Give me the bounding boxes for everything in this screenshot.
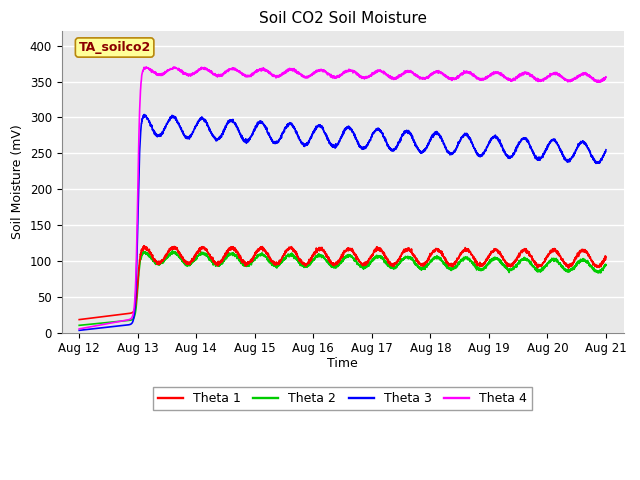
Theta 3 bbox=[602, 147, 610, 153]
Theta 2 bbox=[76, 323, 83, 328]
Theta 4 bbox=[172, 64, 179, 70]
Theta 1 bbox=[136, 262, 143, 267]
Line: Theta 2: Theta 2 bbox=[79, 251, 606, 325]
Y-axis label: Soil Moisture (mV): Soil Moisture (mV) bbox=[11, 125, 24, 240]
Theta 1 bbox=[140, 243, 148, 249]
Theta 3 bbox=[167, 115, 175, 120]
Theta 4 bbox=[278, 72, 285, 78]
Theta 2 bbox=[535, 267, 543, 273]
Theta 1 bbox=[592, 262, 600, 268]
Theta 4 bbox=[136, 120, 143, 125]
Theta 2 bbox=[136, 266, 143, 272]
Theta 3 bbox=[140, 112, 148, 118]
Text: TA_soilco2: TA_soilco2 bbox=[79, 41, 151, 54]
Theta 4 bbox=[535, 78, 543, 84]
Theta 4 bbox=[300, 74, 308, 80]
Theta 3 bbox=[136, 160, 143, 166]
Theta 3 bbox=[278, 135, 285, 141]
Theta 1 bbox=[602, 254, 610, 260]
Theta 4 bbox=[592, 77, 600, 83]
Theta 1 bbox=[300, 260, 308, 266]
Theta 3 bbox=[592, 160, 600, 166]
Theta 4 bbox=[166, 66, 174, 72]
Theta 4 bbox=[76, 326, 83, 332]
Theta 1 bbox=[76, 317, 83, 323]
Line: Theta 4: Theta 4 bbox=[79, 67, 606, 329]
Theta 2 bbox=[278, 259, 285, 265]
Theta 1 bbox=[278, 257, 285, 263]
Theta 2 bbox=[602, 262, 610, 268]
X-axis label: Time: Time bbox=[327, 357, 358, 370]
Theta 1 bbox=[535, 264, 543, 269]
Theta 2 bbox=[166, 251, 174, 256]
Theta 3 bbox=[535, 154, 543, 160]
Line: Theta 3: Theta 3 bbox=[79, 115, 606, 330]
Legend: Theta 1, Theta 2, Theta 3, Theta 4: Theta 1, Theta 2, Theta 3, Theta 4 bbox=[153, 387, 532, 410]
Theta 2 bbox=[300, 263, 308, 269]
Theta 2 bbox=[592, 267, 600, 273]
Line: Theta 1: Theta 1 bbox=[79, 246, 606, 320]
Theta 3 bbox=[300, 143, 308, 148]
Theta 4 bbox=[602, 74, 610, 80]
Theta 1 bbox=[167, 245, 175, 251]
Title: Soil CO2 Soil Moisture: Soil CO2 Soil Moisture bbox=[259, 11, 427, 26]
Theta 2 bbox=[168, 248, 176, 254]
Theta 3 bbox=[76, 327, 83, 333]
